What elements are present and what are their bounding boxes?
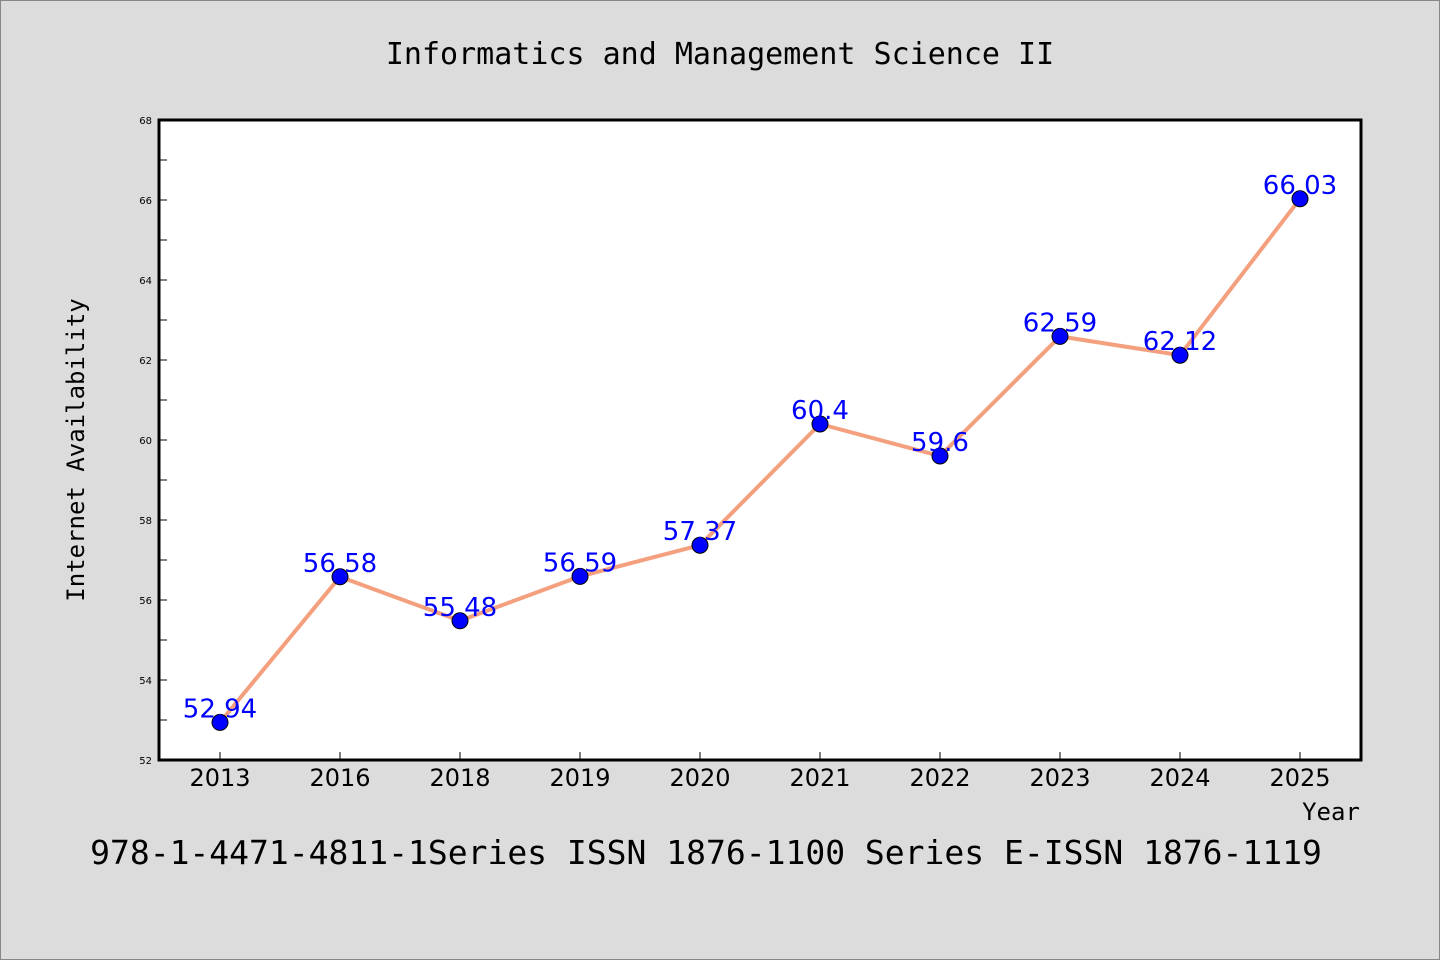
- data-label: 52.94: [183, 694, 257, 724]
- data-point: [571, 567, 589, 585]
- data-point: [811, 415, 829, 433]
- y-tick-label: 68: [139, 116, 152, 127]
- data-label: 56.58: [303, 549, 377, 579]
- data-label: 60.4: [791, 396, 849, 426]
- data-point: [211, 713, 229, 731]
- x-tick-label: 2018: [429, 764, 490, 792]
- data-label: 56.59: [543, 548, 617, 578]
- x-axis: 2013 2016 2018 2019 2020 2021 2022 2023 2024 2025: [189, 752, 1331, 792]
- y-tick-label: 56: [139, 596, 152, 607]
- series-line: [218, 197, 1302, 724]
- data-point: [1051, 327, 1069, 345]
- x-tick-label: 2016: [309, 764, 370, 792]
- data-labels: 52.94 56.58 55.48 56.59 57.37 60.4 59.6 62.59 62…: [183, 171, 1337, 725]
- x-tick-label: 2019: [549, 764, 610, 792]
- data-point: [1291, 190, 1309, 208]
- x-tick-label: 2022: [909, 764, 970, 792]
- x-tick-label: 2024: [1149, 764, 1210, 792]
- x-tick-label: 2021: [789, 764, 850, 792]
- y-tick-label: 52: [139, 756, 152, 767]
- chart-title: Informatics and Management Science II: [386, 37, 1054, 72]
- x-tick-label: 2025: [1269, 764, 1330, 792]
- data-label: 59.6: [911, 428, 969, 458]
- footer-isbn: 978-1-4471-4811-1Series ISSN 1876-1100 S…: [90, 833, 1322, 872]
- y-tick-label: 66: [139, 196, 152, 207]
- data-point: [931, 447, 949, 465]
- data-label: 62.12: [1143, 327, 1217, 357]
- y-tick-label: 64: [139, 276, 152, 287]
- data-label: 62.59: [1023, 308, 1097, 338]
- y-tick-label: 62: [139, 356, 152, 367]
- y-tick-label: 58: [139, 516, 152, 527]
- data-label: 55.48: [423, 593, 497, 623]
- data-label: 66.03: [1263, 171, 1337, 201]
- data-point: [451, 612, 469, 630]
- plot-frame: [157, 118, 1363, 762]
- data-markers: [211, 190, 1309, 731]
- data-label: 57.37: [663, 517, 737, 547]
- data-point: [691, 536, 709, 554]
- x-tick-label: 2013: [189, 764, 250, 792]
- x-tick-label: 2023: [1029, 764, 1090, 792]
- x-axis-label: Year: [1302, 798, 1360, 826]
- plot-area: [159, 120, 1361, 760]
- data-point: [331, 568, 349, 586]
- y-axis-label: Internet Availability: [62, 298, 90, 601]
- y-tick-label: 54: [139, 676, 152, 687]
- data-point: [1171, 346, 1189, 364]
- y-tick-label: 60: [139, 436, 152, 447]
- x-tick-label: 2020: [669, 764, 730, 792]
